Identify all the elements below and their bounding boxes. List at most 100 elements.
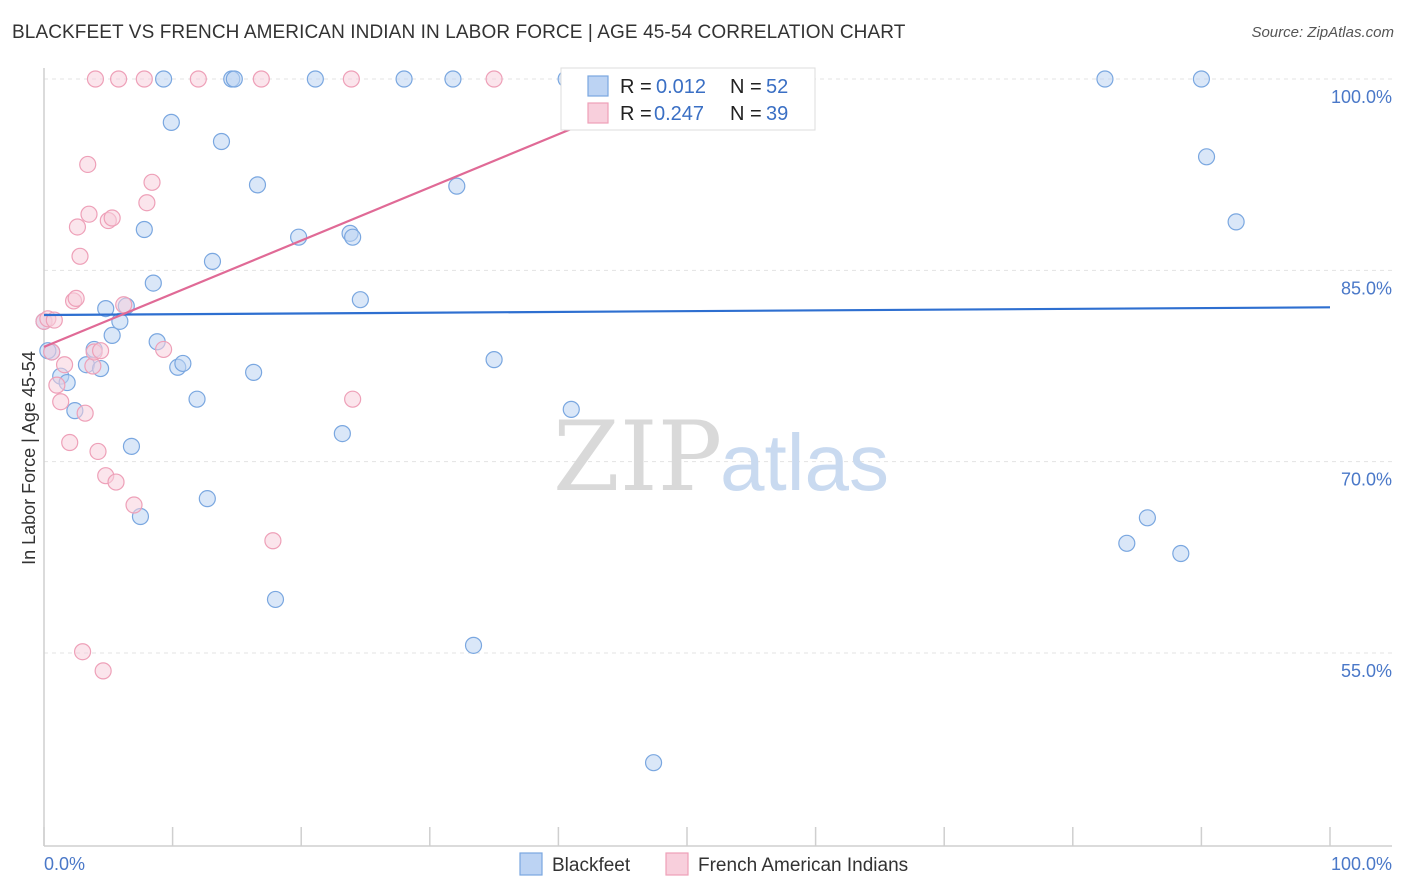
trend-line-french-american-indians xyxy=(43,122,585,348)
data-point xyxy=(154,340,173,359)
x-ticks xyxy=(43,827,1331,846)
data-point xyxy=(91,342,110,360)
data-point xyxy=(562,400,580,418)
data-point xyxy=(395,70,413,88)
data-point xyxy=(266,590,285,609)
data-point xyxy=(189,70,207,88)
data-point xyxy=(644,754,663,772)
gridlines xyxy=(44,78,1392,654)
data-point xyxy=(306,70,324,88)
data-point xyxy=(71,247,89,265)
data-point xyxy=(86,70,105,88)
series-legend: Blackfeet French American Indians xyxy=(519,852,908,876)
data-point xyxy=(135,70,153,88)
data-point xyxy=(76,404,94,422)
data-point xyxy=(252,70,270,88)
x-tick-label-min: 0.0% xyxy=(44,854,85,874)
stats-legend: R = 0.012 N = 52 R = 0.247 N = 39 xyxy=(560,67,816,131)
data-point xyxy=(52,393,70,411)
data-point xyxy=(1096,70,1114,88)
stats-n-label-blackfeet: N = xyxy=(730,76,762,98)
data-point xyxy=(464,636,483,654)
trend-line-blackfeet xyxy=(43,306,1331,317)
source-label: Source: ZipAtlas.com xyxy=(1251,24,1394,41)
data-point xyxy=(61,433,79,452)
axes xyxy=(43,68,1392,847)
y-tick-label: 70.0% xyxy=(1341,470,1392,490)
trend-lines xyxy=(43,122,1331,348)
data-point xyxy=(67,289,85,307)
watermark-atlas: atlas xyxy=(720,418,889,507)
series-french-american-indians xyxy=(35,70,503,680)
watermark-zip: ZIP xyxy=(553,401,722,513)
data-point xyxy=(264,532,282,550)
stats-swatch-blackfeet xyxy=(587,75,609,97)
legend-swatch-french-american-indians xyxy=(665,852,689,876)
data-point xyxy=(342,70,360,88)
data-point xyxy=(188,390,206,408)
legend-swatch-blackfeet xyxy=(519,852,543,876)
x-tick-label-max: 100.0% xyxy=(1331,854,1392,874)
data-point xyxy=(485,351,503,369)
data-point xyxy=(45,311,63,329)
data-point xyxy=(245,363,263,381)
y-tick-label: 55.0% xyxy=(1341,661,1392,681)
data-point xyxy=(448,177,466,195)
data-point xyxy=(103,326,121,344)
data-point xyxy=(444,70,462,88)
data-point xyxy=(344,390,362,408)
data-point xyxy=(144,274,162,292)
data-point xyxy=(73,643,92,661)
stats-n-value-blackfeet: 52 xyxy=(766,76,788,98)
data-point xyxy=(225,70,243,88)
data-point xyxy=(1172,544,1190,563)
data-point xyxy=(174,354,192,373)
data-point xyxy=(89,442,107,461)
data-point xyxy=(80,205,98,223)
data-point xyxy=(1197,148,1216,166)
data-point xyxy=(122,437,141,455)
y-tick-label: 85.0% xyxy=(1341,278,1392,298)
data-point xyxy=(248,176,267,194)
stats-n-label-french-american-indians: N = xyxy=(730,103,762,125)
legend-label-french-american-indians: French American Indians xyxy=(698,855,908,876)
chart-title: BLACKFEET VS FRENCH AMERICAN INDIAN IN L… xyxy=(12,22,906,43)
data-point xyxy=(485,70,503,88)
data-point xyxy=(143,173,161,191)
data-point xyxy=(162,113,180,131)
data-point xyxy=(1118,534,1136,552)
data-point xyxy=(198,490,216,508)
y-axis-label: In Labor Force | Age 45-54 xyxy=(19,351,39,565)
legend-label-blackfeet: Blackfeet xyxy=(552,855,631,876)
y-tick-label: 100.0% xyxy=(1331,87,1392,107)
data-point xyxy=(103,209,121,227)
data-point xyxy=(333,425,351,443)
stats-n-value-french-american-indians: 39 xyxy=(766,103,788,125)
data-point xyxy=(212,132,231,151)
data-point xyxy=(55,356,74,374)
data-point xyxy=(107,473,125,491)
data-point xyxy=(97,300,115,318)
data-point xyxy=(351,291,369,309)
stats-r-label-blackfeet: R = xyxy=(620,76,652,98)
data-point xyxy=(68,218,87,236)
data-point xyxy=(344,228,362,246)
scatter-points xyxy=(35,70,1245,772)
stats-r-value-french-american-indians: 0.247 xyxy=(654,103,704,125)
data-point xyxy=(1192,70,1211,88)
data-point xyxy=(135,220,153,239)
data-point xyxy=(115,296,133,314)
stats-r-value-blackfeet: 0.012 xyxy=(656,76,706,98)
data-point xyxy=(79,155,97,174)
y-tick-labels: 100.0% 85.0% 70.0% 55.0% xyxy=(1331,87,1392,681)
data-point xyxy=(48,376,66,394)
data-point xyxy=(138,194,156,212)
data-point xyxy=(154,70,173,88)
watermark: ZIP atlas xyxy=(553,401,889,513)
data-point xyxy=(1138,509,1156,527)
data-point xyxy=(125,496,143,514)
data-point xyxy=(109,70,128,88)
stats-r-label-french-american-indians: R = xyxy=(620,103,652,125)
stats-swatch-french-american-indians xyxy=(587,102,609,124)
